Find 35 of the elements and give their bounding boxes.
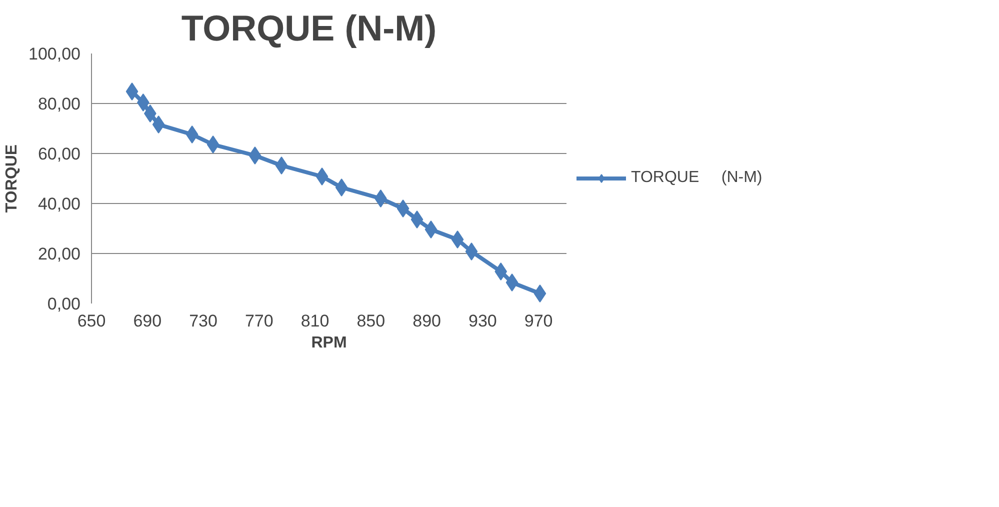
y-tick-label: 0,00 <box>47 294 81 314</box>
y-tick-label: 80,00 <box>38 94 81 114</box>
x-tick-label: 850 <box>356 312 386 330</box>
point <box>152 116 165 134</box>
x-tick-label: 810 <box>300 312 330 330</box>
point <box>275 156 288 174</box>
y-tick-label: 100,00 <box>28 44 81 64</box>
point <box>335 178 348 196</box>
point <box>126 82 138 100</box>
x-axis-title: RPM <box>311 334 347 352</box>
x-tick-label: 970 <box>524 312 553 330</box>
point <box>410 210 424 228</box>
point <box>494 262 508 280</box>
y-tick-label: 60,00 <box>38 144 81 164</box>
point <box>424 220 438 238</box>
x-tick-label: 890 <box>412 312 441 330</box>
point <box>316 168 328 186</box>
point <box>451 230 464 248</box>
point <box>248 146 262 164</box>
point <box>465 242 478 260</box>
point <box>506 274 518 292</box>
legend-label: TORQUE (N-M) <box>631 169 762 187</box>
point <box>186 126 198 144</box>
x-tick-label: 730 <box>189 312 218 330</box>
x-tick-label: 770 <box>244 312 274 330</box>
chart-title: TORQUE (N-M) <box>181 8 437 48</box>
point <box>534 284 546 302</box>
x-tick-label: 690 <box>133 312 162 330</box>
x-tick-label: 650 <box>77 312 106 330</box>
point <box>396 200 410 218</box>
x-tick-label: 930 <box>468 312 497 330</box>
y-tick-label: 40,00 <box>38 194 81 214</box>
y-tick-label: 20,00 <box>38 244 81 264</box>
point <box>206 136 220 154</box>
y-axis-title: TORQUE <box>4 144 21 213</box>
